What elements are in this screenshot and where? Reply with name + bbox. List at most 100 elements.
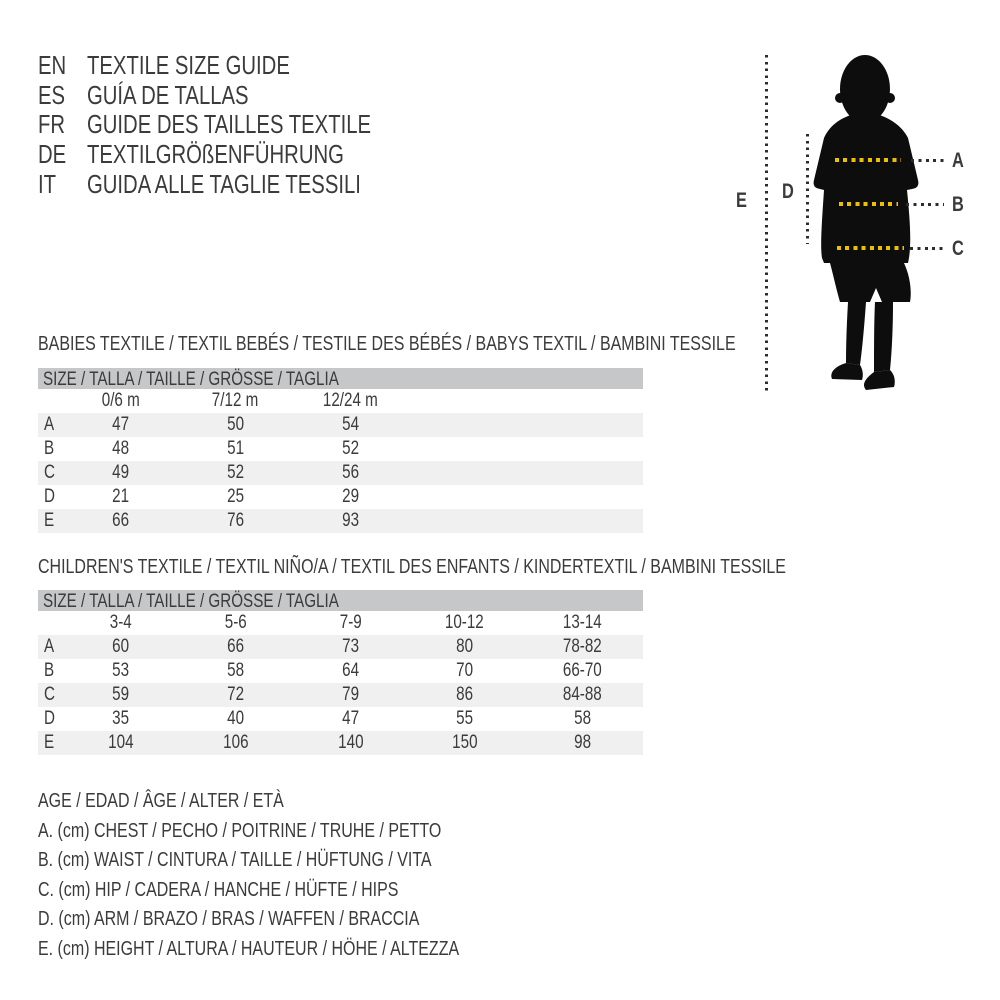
col-header: 12/24 m — [323, 390, 378, 411]
height-measure-line-E — [765, 55, 768, 392]
size-cell: 66-70 — [563, 660, 602, 681]
measure-label-A: A — [952, 149, 964, 172]
size-cell: 60 — [112, 636, 129, 657]
waist-line-yellow — [839, 202, 898, 206]
legend-line: E. (cm) HEIGHT / ALTURA / HAUTEUR / HÖHE… — [38, 936, 460, 960]
size-cell: 140 — [337, 732, 364, 753]
size-cell: 47 — [112, 414, 129, 435]
table-column-headers: 3-4 5-6 7-9 10-12 13-14 — [38, 611, 643, 635]
table-row-B: B 53 58 64 70 66-70 — [38, 659, 643, 683]
size-cell: 51 — [227, 438, 244, 459]
size-cell: 47 — [342, 708, 359, 729]
col-header: 0/6 m — [101, 390, 140, 411]
language-title: TEXTILE SIZE GUIDE — [87, 50, 290, 80]
corner-cell — [38, 611, 63, 635]
language-code: DE — [38, 139, 67, 170]
corner-cell — [38, 389, 63, 413]
size-cell: 50 — [227, 414, 244, 435]
measure-label-D: D — [782, 180, 794, 203]
size-cell: 66 — [227, 636, 245, 657]
row-label: C — [44, 684, 55, 705]
measure-label-B: B — [952, 193, 964, 216]
row-label: B — [44, 660, 55, 681]
size-cell: 35 — [112, 708, 129, 729]
size-cell: 73 — [342, 636, 359, 657]
size-cell: 59 — [112, 684, 129, 705]
size-cell: 53 — [112, 660, 129, 681]
col-header: 7/12 m — [212, 390, 259, 411]
silhouette-right-leg — [874, 302, 893, 372]
size-cell: 52 — [227, 462, 244, 483]
children-table-header-bar: SIZE / TALLA / TAILLE / GRÖSSE / TAGLIA — [38, 590, 643, 612]
row-label: E — [44, 732, 55, 753]
col-header: 5-6 — [225, 612, 247, 633]
babies-size-table: SIZE / TALLA / TAILLE / GRÖSSE / TAGLIA … — [38, 368, 643, 533]
language-title: GUIDE DES TAILLES TEXTILE — [87, 109, 372, 140]
silhouette-shorts — [830, 263, 911, 302]
col-header: 3-4 — [109, 612, 132, 633]
size-cell: 72 — [227, 684, 245, 705]
table-column-headers: 0/6 m 7/12 m 12/24 m — [38, 389, 643, 413]
legend-line: A. (cm) CHEST / PECHO / POITRINE / TRUHE… — [38, 818, 442, 842]
legend-line: C. (cm) HIP / CADERA / HANCHE / HÜFTE / … — [38, 877, 399, 901]
size-cell: 29 — [342, 486, 359, 507]
size-cell: 80 — [456, 636, 473, 657]
col-header: 13-14 — [563, 612, 602, 633]
size-cell: 76 — [227, 510, 244, 531]
table-row-A: A 47 50 54 — [38, 413, 643, 437]
size-cell: 25 — [227, 486, 244, 507]
col-header: 10-12 — [445, 612, 484, 633]
size-cell: 66 — [112, 510, 129, 531]
row-label: D — [44, 708, 55, 729]
row-label: E — [44, 510, 55, 531]
babies-table-body: 0/6 m 7/12 m 12/24 m A 47 50 54 B 48 51 52 C 49 52 56 D… — [38, 389, 643, 533]
table-row-D: D 35 40 47 55 58 — [38, 707, 643, 731]
language-code: FR — [38, 109, 66, 140]
hip-line-yellow — [837, 246, 904, 250]
table-row-E: E 66 76 93 — [38, 509, 643, 533]
child-silhouette-figure — [813, 55, 919, 390]
children-section-title: CHILDREN'S TEXTILE / TEXTIL NIÑO/A / TEX… — [38, 555, 786, 578]
size-cell: 150 — [451, 732, 478, 753]
silhouette-left-leg — [846, 302, 866, 365]
size-cell: 48 — [112, 438, 129, 459]
row-label: B — [44, 438, 55, 459]
size-cell: 79 — [342, 684, 359, 705]
legend-line: D. (cm) ARM / BRAZO / BRAS / WAFFEN / BR… — [38, 907, 420, 931]
row-label: A — [44, 636, 55, 657]
size-cell: 86 — [456, 684, 473, 705]
waist-line-extension — [906, 203, 944, 206]
table-row-B: B 48 51 52 — [38, 437, 643, 461]
legend-line: AGE / EDAD / ÂGE / ALTER / ETÀ — [38, 789, 284, 812]
chest-line-extension — [911, 159, 944, 162]
language-code: IT — [38, 168, 57, 199]
size-cell: 58 — [227, 660, 245, 681]
size-cell: 55 — [456, 708, 473, 729]
size-cell: 52 — [342, 438, 359, 459]
table-row-C: C 49 52 56 — [38, 461, 643, 485]
language-title: GUÍA DE TALLAS — [87, 79, 249, 110]
children-table-body: 3-4 5-6 7-9 10-12 13-14 A 60 66 73 80 78-82 B 53 58 64… — [38, 611, 643, 755]
language-code: ES — [38, 79, 66, 110]
row-label: D — [44, 486, 55, 507]
size-cell: 93 — [342, 510, 359, 531]
chest-line-yellow — [835, 158, 901, 162]
size-cell: 40 — [227, 708, 245, 729]
arm-measure-line-D — [806, 134, 809, 244]
silhouette-left-shoe — [831, 363, 863, 380]
size-cell: 64 — [342, 660, 359, 681]
table-row-C: C 59 72 79 86 84-88 — [38, 683, 643, 707]
size-cell: 78-82 — [563, 636, 602, 657]
table-row-D: D 21 25 29 — [38, 485, 643, 509]
size-cell: 56 — [342, 462, 359, 483]
measurement-legend: AGE / EDAD / ÂGE / ALTER / ETÀ A. (cm) CH… — [38, 786, 578, 964]
size-cell: 54 — [342, 414, 359, 435]
size-cell: 49 — [112, 462, 129, 483]
silhouette-shirt — [813, 112, 919, 263]
language-title: TEXTILGRÖßENFÜHRUNG — [87, 139, 344, 170]
row-label: C — [44, 462, 55, 483]
legend-line: B. (cm) WAIST / CINTURA / TAILLE / HÜFTU… — [38, 848, 432, 872]
row-label: A — [44, 414, 55, 435]
babies-section-title: BABIES TEXTILE / TEXTIL BEBÉS / TESTILE … — [38, 332, 736, 355]
